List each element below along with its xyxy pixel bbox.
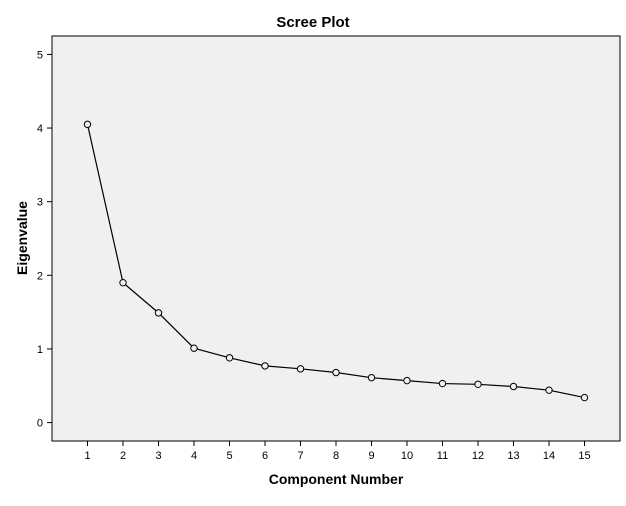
x-tick-label: 14	[543, 450, 555, 462]
y-tick-label: 3	[37, 197, 43, 209]
x-tick-label: 11	[437, 450, 448, 462]
x-axis: 1 2 3 4 5 6 7 8 9 10 11 12 13 14 15	[84, 441, 591, 462]
x-tick-label: 6	[262, 450, 268, 462]
data-point	[509, 382, 518, 391]
data-point	[119, 278, 127, 287]
data-point	[296, 365, 305, 373]
x-tick-label: 8	[333, 450, 339, 462]
data-point	[580, 393, 589, 402]
data-point	[545, 386, 553, 394]
data-point	[474, 380, 482, 388]
data-point	[438, 379, 447, 388]
data-point	[225, 354, 234, 362]
x-tick-label: 7	[297, 450, 303, 462]
x-tick-label: 15	[578, 450, 590, 462]
plot-area	[51, 35, 621, 442]
x-tick-label: 12	[472, 450, 484, 462]
y-tick-label: 5	[37, 49, 43, 61]
data-point	[190, 344, 198, 352]
data-point	[261, 362, 269, 370]
series-layer	[83, 120, 589, 402]
data-point	[154, 309, 163, 317]
y-tick-label: 4	[37, 123, 43, 135]
y-axis: 0 1 2 3 4 5	[37, 49, 52, 430]
chart-title: Scree Plot	[276, 14, 349, 31]
x-tick-label: 1	[84, 450, 90, 462]
data-point	[332, 368, 340, 377]
y-tick-label: 0	[37, 418, 43, 430]
data-point	[83, 120, 92, 129]
x-tick-label: 3	[155, 450, 161, 462]
x-tick-label: 9	[368, 450, 374, 462]
data-point	[403, 376, 411, 385]
y-axis-label: Eigenvalue	[14, 201, 30, 275]
x-tick-label: 13	[507, 450, 519, 462]
x-axis-label: Component Number	[269, 471, 404, 487]
x-tick-label: 10	[401, 450, 413, 462]
data-point	[367, 373, 376, 382]
x-tick-label: 2	[120, 450, 126, 462]
y-tick-label: 1	[37, 344, 43, 356]
x-tick-label: 4	[191, 450, 197, 462]
y-tick-label: 2	[37, 270, 43, 282]
x-tick-label: 5	[226, 450, 232, 462]
